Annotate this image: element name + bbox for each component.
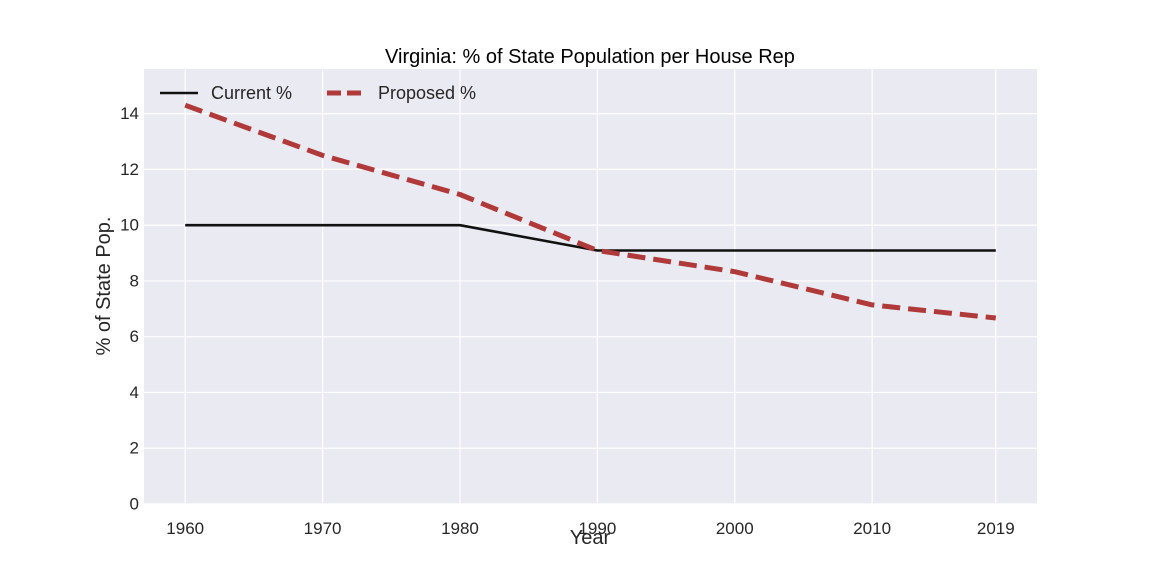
x-tick-label: 1960 bbox=[166, 519, 204, 538]
chart-title: Virginia: % of State Population per Hous… bbox=[385, 46, 795, 68]
y-tick-label: 0 bbox=[130, 495, 139, 514]
legend: Current % Proposed % bbox=[160, 83, 476, 103]
x-tick-label: 1970 bbox=[304, 519, 342, 538]
y-tick-label: 6 bbox=[130, 327, 139, 346]
y-tick-label: 12 bbox=[120, 160, 139, 179]
y-axis-title: % of State Pop. bbox=[93, 217, 115, 356]
x-tick-label: 2019 bbox=[977, 519, 1015, 538]
series-line-current bbox=[185, 223, 996, 252]
x-tick-label: 2000 bbox=[716, 519, 754, 538]
series-lines bbox=[184, 102, 997, 321]
x-axis-ticks: 1960 1970 1980 1990 2000 2010 2019 bbox=[166, 519, 1014, 538]
y-tick-label: 4 bbox=[130, 383, 139, 402]
x-tick-label: 1990 bbox=[578, 519, 616, 538]
grid-lines bbox=[144, 69, 1037, 505]
series-line-proposed bbox=[184, 102, 997, 321]
y-tick-label: 14 bbox=[120, 104, 139, 123]
y-tick-label: 2 bbox=[130, 439, 139, 458]
legend-label-proposed: Proposed % bbox=[378, 83, 476, 103]
plot-area bbox=[144, 69, 1037, 504]
y-axis-ticks: 0 2 4 6 8 10 12 14 bbox=[120, 104, 139, 513]
y-tick-label: 8 bbox=[130, 271, 139, 290]
legend-label-current: Current % bbox=[211, 83, 292, 103]
y-tick-label: 10 bbox=[120, 216, 139, 235]
x-axis-title: Year bbox=[570, 527, 611, 549]
x-tick-label: 1980 bbox=[441, 519, 479, 538]
x-tick-label: 2010 bbox=[853, 519, 891, 538]
